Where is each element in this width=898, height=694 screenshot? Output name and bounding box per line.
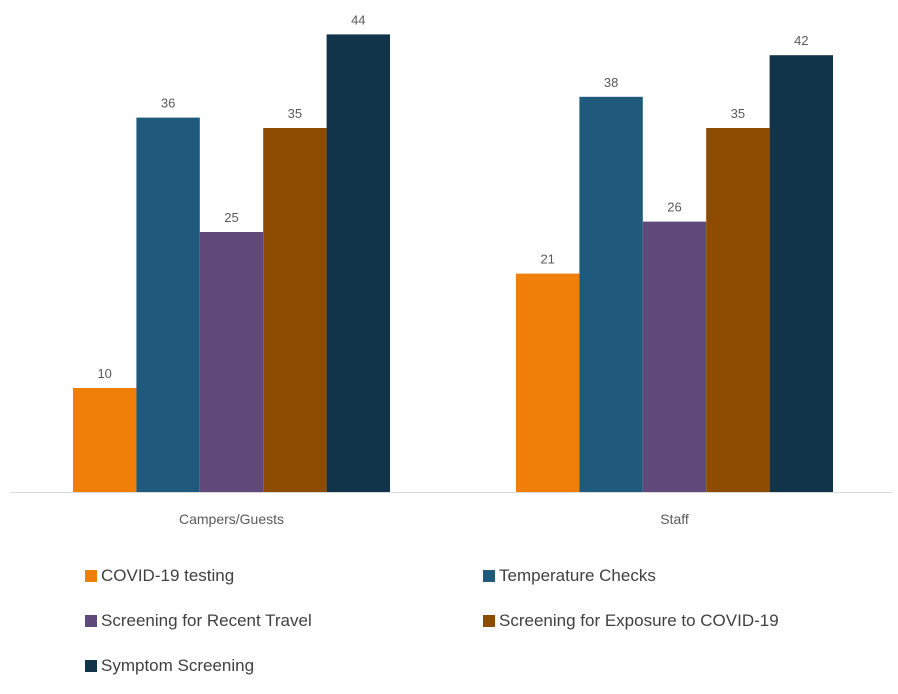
data-label: 38 [604, 75, 618, 90]
bar [199, 232, 264, 492]
bar [263, 128, 327, 492]
legend-item: Temperature Checks [483, 566, 656, 586]
bar [769, 55, 833, 492]
data-label: 35 [731, 106, 745, 121]
legend-swatch [483, 615, 495, 627]
data-label: 35 [288, 106, 302, 121]
bar [326, 34, 390, 493]
legend-label: Screening for Recent Travel [101, 611, 312, 630]
bar [516, 273, 580, 492]
category-label: Campers/Guests [179, 511, 284, 527]
legend-label: Temperature Checks [499, 566, 656, 585]
data-label: 44 [351, 12, 365, 27]
bar [642, 221, 707, 492]
legend-item: Screening for Recent Travel [85, 611, 312, 631]
legend-label: Symptom Screening [101, 656, 255, 675]
bar [579, 96, 643, 493]
data-label: 36 [161, 96, 175, 111]
legend-item: COVID-19 testing [85, 566, 234, 586]
legend-item: Screening for Exposure to COVID-19 [483, 611, 779, 631]
legend-swatch [85, 615, 97, 627]
category-label: Staff [660, 511, 689, 527]
legend-swatch [85, 660, 97, 672]
data-label: 26 [667, 200, 681, 215]
legend-swatch [85, 570, 97, 582]
data-label: 42 [794, 33, 808, 48]
data-label: 21 [540, 252, 554, 267]
legend-label: COVID-19 testing [101, 566, 235, 585]
legend-label: Screening for Exposure to COVID-19 [499, 611, 779, 630]
data-label: 25 [224, 210, 238, 225]
bar-chart: 10 36 25 35 44 Campers/Guests 21 38 26 35 42 Staff [10, 12, 893, 527]
bar [706, 128, 770, 492]
legend-item: Symptom Screening [85, 656, 254, 676]
legend-swatch [483, 570, 495, 582]
data-label: 10 [97, 366, 111, 381]
bar [73, 388, 137, 492]
bar [136, 117, 200, 492]
